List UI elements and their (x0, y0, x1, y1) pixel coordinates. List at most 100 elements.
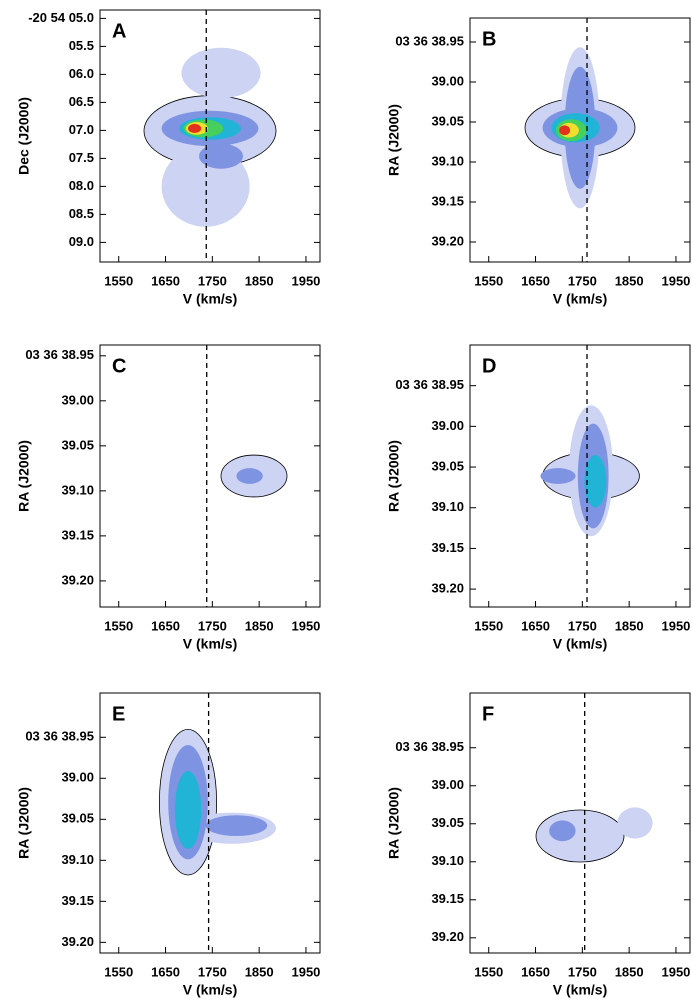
emission (220, 454, 288, 498)
y-axis-label: Dec (J2000) (16, 97, 32, 175)
y-tick-label: 39.00 (431, 418, 464, 433)
y-tick-label: 39.05 (431, 458, 464, 473)
y-tick-label: 03 36 38.95 (25, 729, 94, 744)
y-tick-label: 39.00 (61, 392, 94, 407)
contour-blob (540, 468, 576, 484)
y-tick-label: 39.15 (61, 527, 94, 542)
x-tick-label: 1650 (151, 273, 180, 288)
contour-blob (559, 125, 571, 136)
contour-blob (199, 143, 243, 169)
y-tick-label: 39.00 (61, 770, 94, 785)
x-tick-label: 1550 (104, 273, 133, 288)
y-tick-label: 39.05 (431, 113, 464, 128)
emission (540, 405, 640, 537)
x-tick-label: 1750 (568, 618, 597, 633)
y-axis-label: RA (J2000) (16, 787, 32, 859)
x-axis-label: V (km/s) (553, 291, 607, 307)
panel-letter: A (112, 20, 126, 42)
x-axis-label: V (km/s) (183, 636, 237, 652)
plot-frame (469, 17, 691, 263)
y-axis-label: RA (J2000) (386, 440, 402, 512)
x-tick-label: 1950 (291, 964, 320, 979)
emission (158, 729, 276, 876)
y-tick-label: 08.5 (69, 206, 94, 221)
x-tick-label: 1650 (521, 618, 550, 633)
panel: 1550 1650 1750 1850 1950 03 36 38.95 39.00 39.0… (386, 692, 691, 998)
y-axis-label: RA (J2000) (16, 440, 32, 512)
contour-blob (181, 47, 261, 99)
y-tick-label: 39.05 (61, 437, 94, 452)
y-tick-label: 39.10 (431, 853, 464, 868)
contour-blob (205, 815, 268, 836)
x-axis-label: V (km/s) (553, 982, 607, 998)
x-tick-label: 1850 (615, 618, 644, 633)
contour-blob (174, 771, 202, 849)
y-tick-label: 39.15 (431, 891, 464, 906)
panel: 1550 1650 1750 1850 1950 03 36 38.95 39.00 39.0… (386, 17, 691, 307)
x-tick-label: 1550 (104, 618, 133, 633)
y-tick-label: 03 36 38.95 (25, 347, 94, 362)
y-tick-label: 03 36 38.95 (395, 33, 464, 48)
y-tick-label: 39.10 (61, 852, 94, 867)
y-tick-label: 39.20 (431, 581, 464, 596)
x-tick-label: 1750 (568, 273, 597, 288)
y-tick-label: 39.15 (431, 540, 464, 555)
panel: 1550 1650 1750 1850 1950 -20 54 05.0 05.5 06.0 0… (16, 9, 321, 307)
y-tick-label: 05.5 (69, 38, 94, 53)
contour-blob (535, 809, 625, 863)
contour-blob (549, 820, 576, 842)
x-tick-label: 1550 (474, 964, 503, 979)
x-tick-label: 1850 (245, 964, 274, 979)
x-tick-label: 1950 (291, 618, 320, 633)
contour-blob (584, 455, 607, 508)
emission (524, 47, 636, 209)
x-axis-label: V (km/s) (553, 636, 607, 652)
y-tick-label: 08.0 (69, 178, 94, 193)
panel: 1550 1650 1750 1850 1950 03 36 38.95 39.00 39.0… (16, 692, 321, 998)
x-tick-label: 1750 (568, 964, 597, 979)
contour-blob (236, 468, 263, 484)
panel-letter: D (482, 355, 496, 377)
x-tick-label: 1850 (615, 964, 644, 979)
x-tick-label: 1950 (661, 273, 690, 288)
y-axis-label: RA (J2000) (386, 104, 402, 176)
panel-letter: E (112, 703, 125, 725)
contour-blob (617, 807, 653, 839)
x-tick-label: 1850 (245, 273, 274, 288)
y-tick-label: 39.05 (61, 811, 94, 826)
x-tick-label: 1950 (661, 618, 690, 633)
y-tick-label: 39.10 (431, 499, 464, 514)
x-tick-label: 1750 (198, 964, 227, 979)
plot-frame (469, 344, 691, 608)
panel-letter: C (112, 355, 126, 377)
plot-frame (469, 692, 691, 954)
x-tick-label: 1550 (474, 273, 503, 288)
y-tick-label: 03 36 38.95 (395, 377, 464, 392)
y-tick-label: 39.00 (431, 73, 464, 88)
x-tick-label: 1650 (151, 964, 180, 979)
y-tick-label: 39.00 (431, 777, 464, 792)
emission (535, 807, 653, 863)
panel: 1550 1650 1750 1850 1950 03 36 38.95 39.00 39.0… (16, 344, 321, 652)
x-tick-label: 1950 (661, 964, 690, 979)
panel-letter: F (482, 703, 494, 725)
y-tick-label: 39.20 (61, 572, 94, 587)
x-tick-label: 1550 (474, 618, 503, 633)
emission (143, 47, 277, 227)
panel: 1550 1650 1750 1850 1950 03 36 38.95 39.00 39.0… (386, 344, 691, 652)
x-axis-label: V (km/s) (183, 291, 237, 307)
x-tick-label: 1850 (615, 273, 644, 288)
contour-blob (188, 123, 202, 133)
y-tick-label: 06.5 (69, 94, 94, 109)
x-tick-label: 1550 (104, 964, 133, 979)
y-tick-label: 03 36 38.95 (395, 739, 464, 754)
x-axis-label: V (km/s) (183, 982, 237, 998)
panel-letter: B (482, 28, 496, 50)
x-tick-label: 1650 (151, 618, 180, 633)
y-tick-label: 39.20 (431, 929, 464, 944)
x-tick-label: 1850 (245, 618, 274, 633)
y-tick-label: 39.10 (61, 482, 94, 497)
y-tick-label: 39.15 (61, 893, 94, 908)
